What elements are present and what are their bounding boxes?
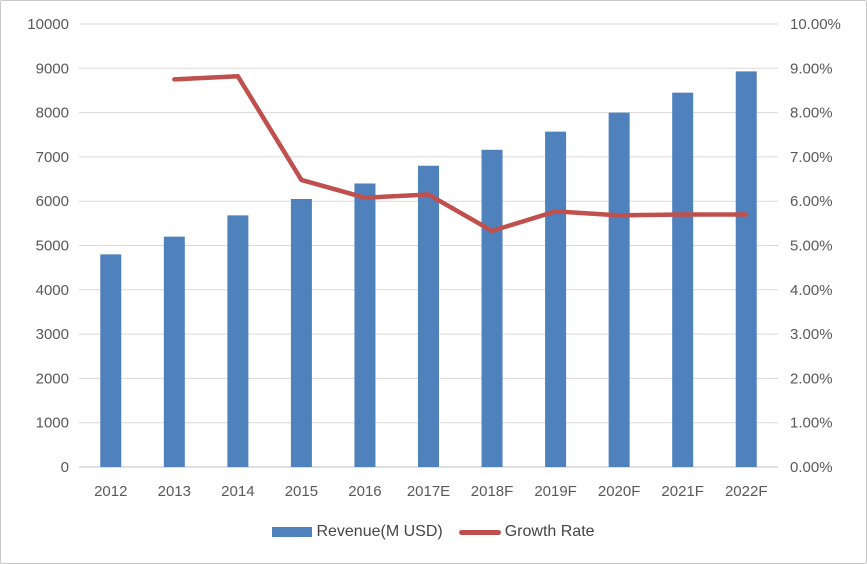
bar-2016	[354, 183, 376, 468]
right-axis-tick-2.00%: 2.00%	[790, 370, 833, 387]
right-axis-tick-7.00%: 7.00%	[790, 149, 833, 166]
x-axis-label-2014: 2014	[221, 483, 254, 500]
bar-2019F	[545, 131, 567, 468]
right-axis-tick-4.00%: 4.00%	[790, 282, 833, 299]
right-axis-tick-6.00%: 6.00%	[790, 193, 833, 210]
bar-2022F	[735, 71, 757, 467]
x-axis-label-2021F: 2021F	[661, 483, 704, 500]
left-axis-tick-10000: 10000	[27, 16, 69, 33]
left-axis-tick-1000: 1000	[36, 415, 69, 432]
left-axis-tick-6000: 6000	[36, 193, 69, 210]
bar-2018F	[481, 149, 503, 467]
left-axis-tick-8000: 8000	[36, 105, 69, 122]
revenue-series-swatch	[272, 527, 313, 537]
x-axis-label-2016: 2016	[348, 483, 381, 500]
bar-2017E	[418, 165, 439, 467]
right-axis-tick-9.00%: 9.00%	[790, 60, 833, 77]
x-axis-label-2017E: 2017E	[407, 483, 450, 500]
bar-2020F	[608, 112, 630, 467]
growth-rate-series-swatch	[458, 529, 501, 535]
bar-2021F	[672, 92, 694, 467]
legend-label-revenue: Revenue(M USD)	[316, 523, 443, 540]
legend-item-revenue: Revenue(M USD)	[272, 523, 443, 541]
x-axis-label-2015: 2015	[285, 483, 318, 500]
x-axis-label-2013: 2013	[158, 483, 191, 500]
legend-item-growth-rate: Growth Rate	[458, 523, 595, 541]
growth-rate-line	[172, 74, 749, 234]
left-axis-tick-4000: 4000	[36, 282, 69, 299]
left-axis-tick-2000: 2000	[36, 370, 69, 387]
legend-label-growth-rate: Growth Rate	[504, 523, 595, 540]
right-axis-tick-8.00%: 8.00%	[790, 105, 833, 122]
left-axis-tick-5000: 5000	[36, 238, 69, 255]
x-axis-label-2019F: 2019F	[534, 483, 577, 500]
bar-2014	[227, 215, 249, 467]
right-axis-tick-5.00%: 5.00%	[790, 238, 833, 255]
left-axis-tick-7000: 7000	[36, 149, 69, 166]
bar-2015	[290, 198, 312, 468]
x-axis-label-2022F: 2022F	[725, 483, 768, 500]
legend: Revenue(M USD) Growth Rate	[1, 521, 866, 543]
x-axis-label-2020F: 2020F	[598, 483, 641, 500]
bar-2013	[163, 236, 185, 467]
bar-2012	[100, 254, 122, 467]
left-axis-tick-3000: 3000	[36, 326, 69, 343]
right-axis-tick-1.00%: 1.00%	[790, 415, 833, 432]
right-axis-tick-3.00%: 3.00%	[790, 326, 833, 343]
x-axis-label-2012: 2012	[94, 483, 127, 500]
right-axis-tick-0.00%: 0.00%	[790, 459, 833, 476]
left-axis-tick-0: 0	[61, 459, 69, 476]
right-axis-tick-10.00%: 10.00%	[790, 16, 841, 33]
left-axis-tick-9000: 9000	[36, 60, 69, 77]
x-axis-label-2018F: 2018F	[471, 483, 514, 500]
